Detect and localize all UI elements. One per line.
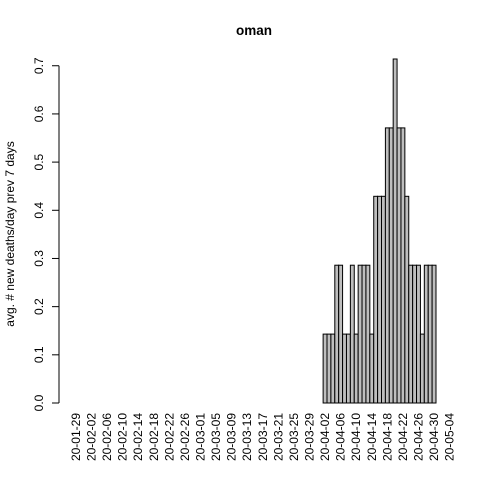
- x-tick-label: 20-04-14: [365, 413, 379, 461]
- x-tick-label: 20-02-02: [85, 413, 99, 461]
- x-tick-label: 20-04-02: [318, 413, 332, 461]
- bar: [412, 264, 418, 404]
- bar: [427, 264, 433, 404]
- x-tick-label: 20-03-29: [302, 413, 316, 461]
- bar: [419, 333, 425, 404]
- x-tick-label: 20-02-18: [147, 413, 161, 461]
- bar: [369, 333, 375, 404]
- bar: [431, 264, 437, 404]
- bar: [322, 333, 328, 404]
- bar: [400, 127, 406, 404]
- bar: [423, 264, 429, 404]
- bar: [326, 333, 332, 404]
- bar: [345, 333, 351, 404]
- bar: [361, 264, 367, 404]
- x-tick-label: 20-04-10: [349, 413, 363, 461]
- y-tick-label: 0.0: [32, 394, 46, 411]
- bar: [342, 333, 347, 404]
- bar: [349, 264, 355, 404]
- x-tick-label: 20-03-25: [287, 413, 301, 461]
- bar: [357, 264, 363, 404]
- x-tick-label: 20-04-26: [411, 413, 425, 461]
- x-tick-label: 20-03-05: [209, 413, 223, 461]
- bar: [373, 195, 379, 404]
- y-tick-label: 0.5: [32, 153, 46, 170]
- bar: [381, 195, 386, 404]
- x-tick-label: 20-02-14: [131, 413, 145, 461]
- bar: [334, 264, 340, 404]
- bar: [330, 333, 336, 404]
- x-tick-label: 20-04-06: [334, 413, 348, 461]
- y-tick-label: 0.3: [32, 250, 46, 267]
- bar: [377, 195, 382, 404]
- x-tick-label: 20-05-04: [443, 413, 457, 461]
- x-axis: 20-01-29 20-02-02 20-02-06 20-02-10 20-02-14…: [69, 413, 457, 461]
- x-tick-label: 20-03-13: [240, 413, 254, 461]
- x-tick-label: 20-04-22: [396, 413, 410, 461]
- bar: [392, 58, 398, 404]
- bar: [338, 264, 344, 404]
- y-tick-label: 0.4: [32, 202, 46, 219]
- x-tick-label: 20-02-10: [116, 413, 130, 461]
- x-tick-label: 20-04-18: [380, 413, 394, 461]
- y-axis-label: avg. # new deaths/day prev 7 days: [3, 141, 17, 326]
- y-tick-label: 0.6: [32, 105, 46, 122]
- bar: [396, 127, 402, 404]
- x-tick-label: 20-02-26: [178, 413, 192, 461]
- y-tick-label: 0.7: [32, 57, 46, 74]
- bar: [365, 264, 371, 404]
- bar: [408, 264, 414, 404]
- chart-title: oman: [236, 23, 272, 38]
- bar: [388, 127, 394, 404]
- x-tick-label: 20-04-30: [427, 413, 441, 461]
- x-tick-label: 20-03-09: [225, 413, 239, 461]
- bar: [404, 195, 410, 404]
- x-tick-label: 20-02-22: [162, 413, 176, 461]
- y-axis: 0.0 0.1 0.2 0.3 0.4 0.5 0.6 0.7: [32, 57, 60, 411]
- bars: [322, 58, 437, 404]
- bar: [353, 333, 359, 404]
- bar: [416, 264, 421, 404]
- x-tick-label: 20-03-17: [256, 413, 270, 461]
- x-tick-label: 20-02-06: [100, 413, 114, 461]
- y-tick-label: 0.1: [32, 346, 46, 363]
- bar: [384, 127, 390, 404]
- x-tick-label: 20-03-21: [271, 413, 285, 461]
- y-tick-label: 0.2: [32, 298, 46, 315]
- x-tick-label: 20-03-01: [194, 413, 208, 461]
- x-tick-label: 20-01-29: [69, 413, 83, 461]
